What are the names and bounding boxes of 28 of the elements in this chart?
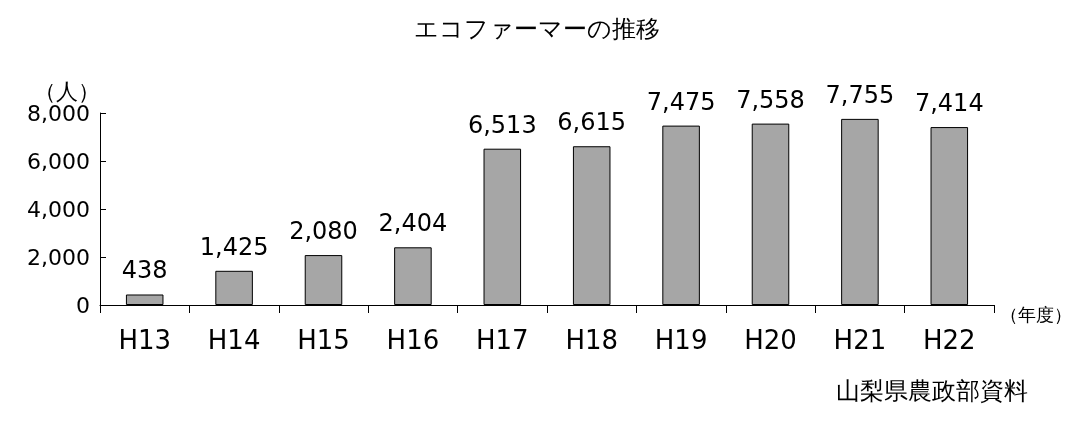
y-tick-label: 6,000 [27,148,90,174]
data-label: 438 [121,256,168,285]
chart-title: エコファーマーの推移 [413,15,660,43]
data-label: 7,414 [914,89,984,118]
x-tick-label: H16 [386,325,440,355]
x-tick-label: H17 [475,325,529,355]
x-axis-title: （年度） [1000,303,1072,325]
x-tick-label: H22 [922,325,976,355]
data-label: 2,080 [289,217,358,246]
x-tick-label: H13 [118,325,172,355]
x-tick-label: H14 [207,325,261,355]
x-tick-label: H19 [654,325,708,355]
x-tick-label: H15 [297,325,350,355]
y-tick-label: 4,000 [27,196,90,222]
x-tick-label: H18 [565,325,619,355]
text: 山梨県農政部資料 [836,377,1028,405]
x-tick-label: H21 [833,325,887,355]
data-label: 1,425 [199,232,269,261]
data-label: 6,513 [467,110,537,139]
data-label: 7,475 [646,87,716,116]
y-tick-label: 2,000 [27,244,90,270]
data-label: 2,404 [378,209,448,238]
y-tick-label: 0 [76,292,90,318]
data-label: 7,755 [825,80,895,109]
data-label: 7,558 [736,85,805,114]
y-axis-title: （人） [34,78,100,104]
x-tick-label: H20 [744,325,797,355]
data-label: 6,615 [557,108,627,137]
